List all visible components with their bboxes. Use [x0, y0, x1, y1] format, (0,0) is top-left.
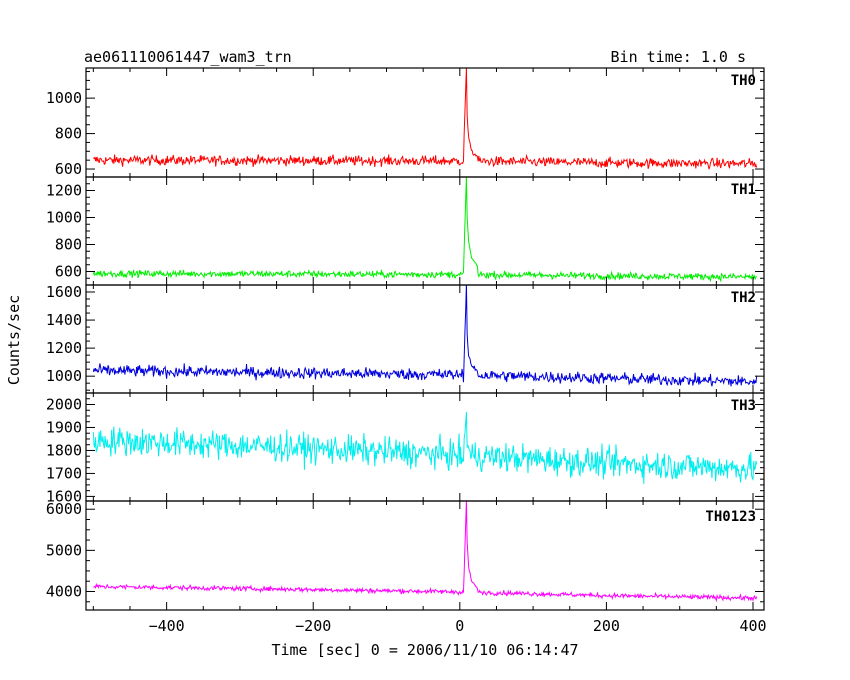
y-tick-label: 1600 [46, 487, 82, 505]
y-tick-label: 2000 [46, 395, 82, 413]
y-tick-label: 1900 [46, 418, 82, 436]
panel-th3: 1600 1700 1800 1900 2000 TH3 [46, 392, 765, 505]
panel-frame [85, 500, 765, 611]
y-tick-label: 1200 [46, 182, 82, 200]
y-tick-label: 1000 [46, 367, 82, 385]
panel-label: TH0123 [705, 509, 756, 525]
panel-label: TH2 [731, 290, 756, 306]
series-th0 [92, 68, 758, 170]
x-tick-label: 200 [593, 617, 620, 635]
panel-th0123: 4000 5000 6000 TH0123 [46, 500, 765, 611]
series-th2 [92, 285, 758, 387]
y-tick-label: 1600 [46, 283, 82, 301]
x-tick-label: −400 [149, 617, 185, 635]
y-tick-label: 800 [55, 125, 82, 143]
x-tick-label: −200 [295, 617, 331, 635]
y-tick-label: 1700 [46, 464, 82, 482]
panel-th1: 600 800 1000 1200 TH1 [46, 176, 765, 286]
y-axis-label: Counts/sec [5, 295, 23, 385]
y-tick-label: 5000 [46, 541, 82, 559]
x-axis-label: Time [sec] 0 = 2006/11/10 06:14:47 [271, 641, 578, 659]
y-tick-label: 1800 [46, 441, 82, 459]
series-th3 [92, 412, 758, 484]
panel-label: TH1 [731, 182, 756, 198]
series-th1 [92, 177, 758, 283]
panel-th0: 600 800 1000 TH0 [46, 67, 765, 178]
series-th0123 [93, 501, 758, 603]
panel-frame [85, 392, 765, 502]
y-tick-label: 600 [55, 160, 82, 178]
panel-label: TH0 [731, 73, 756, 89]
y-tick-label: 1200 [46, 339, 82, 357]
panels: 600 800 1000 TH0 600 800 1000 1200 TH1 1000 1200 14… [46, 67, 767, 635]
y-tick-label: 6000 [46, 500, 82, 518]
y-tick-label: 800 [55, 236, 82, 254]
chart-title: ae061110061447_wam3_trn [84, 48, 292, 66]
panel-frame [85, 176, 765, 286]
x-tick-label: 0 [455, 617, 464, 635]
panel-label: TH3 [731, 398, 756, 414]
y-tick-label: 1400 [46, 311, 82, 329]
x-tick-label: 400 [739, 617, 766, 635]
bin-time-label: Bin time: 1.0 s [611, 48, 746, 66]
y-tick-label: 1000 [46, 89, 82, 107]
y-tick-label: 600 [55, 263, 82, 281]
y-tick-label: 1000 [46, 209, 82, 227]
y-tick-label: 4000 [46, 582, 82, 600]
panel-th2: 1000 1200 1400 1600 TH2 [46, 283, 765, 394]
